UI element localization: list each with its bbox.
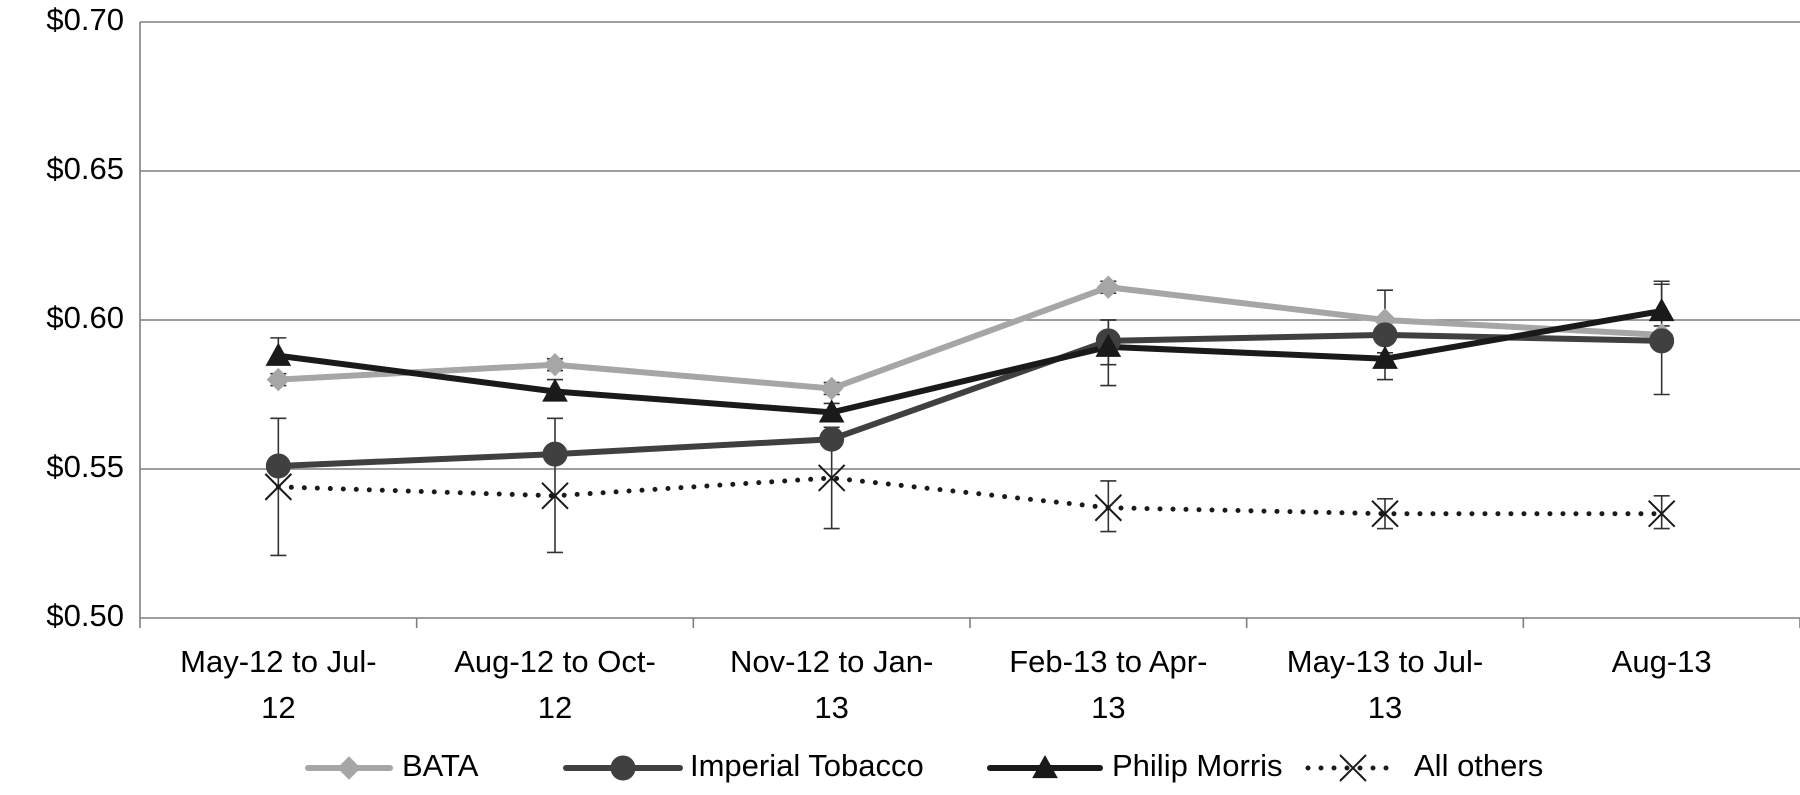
data-point-2 [1095,333,1122,357]
x-tick-label: 13 [814,690,848,725]
legend-label: Philip Morris [1112,748,1283,783]
data-point-3 [1371,499,1399,528]
legend-label: All others [1414,748,1543,783]
legend-swatch-marker [1032,754,1058,779]
data-point-0 [543,352,567,377]
series-line-2 [275,308,1665,416]
data-point-1 [542,441,568,467]
data-point-1 [265,453,291,479]
data-point-1 [1372,322,1398,348]
data-point-3 [817,464,846,492]
data-point-0 [1096,275,1121,299]
y-tick-label: $0.55 [46,449,124,484]
series-markers [264,275,1676,528]
y-tick-label: $0.65 [46,151,124,186]
data-point-2 [542,378,568,402]
x-tick-label: 12 [538,690,572,725]
data-point-1 [819,426,845,452]
data-point-1 [1649,328,1675,354]
x-tick-label: May-12 to Jul- [180,644,376,679]
data-point-2 [1372,345,1398,369]
x-tick-label: 12 [261,690,295,725]
x-tick-label: 13 [1091,690,1125,725]
legend-swatch-marker [610,755,636,781]
x-tick-label: May-13 to Jul- [1287,644,1483,679]
y-tick-label: $0.70 [46,2,124,37]
gridlines [140,21,1800,470]
legend: BATA Imperial Tobacco Philip Morris All oth… [305,748,1543,783]
x-tick-label: Aug-12 to Oct- [454,644,656,679]
legend-item: Imperial Tobacco [563,748,924,783]
data-point-3 [264,473,293,501]
series-line-0 [275,284,1665,392]
legend-item: Philip Morris [987,748,1283,783]
y-tick-label: $0.60 [46,300,124,335]
legend-item: BATA [305,748,479,783]
y-tick-label: $0.50 [46,598,124,633]
data-point-3 [1647,499,1676,528]
legend-label: BATA [402,748,479,783]
data-point-2 [1648,298,1675,322]
legend-swatch-marker [337,756,361,780]
legend-swatch-marker [1339,754,1367,782]
data-point-0 [819,376,844,401]
series-line-1 [275,331,1665,470]
x-tick-label: 13 [1368,690,1402,725]
x-tick-label: Nov-12 to Jan- [730,644,933,679]
x-tick-label: Feb-13 to Apr- [1009,644,1207,679]
data-point-2 [265,342,292,366]
y-axis-tick-labels: $0.50 $0.55 $0.60 $0.65 $0.70 [46,2,124,633]
data-point-0 [266,367,291,392]
data-point-3 [541,482,569,510]
data-point-3 [1094,494,1123,522]
legend-label: Imperial Tobacco [690,748,924,783]
legend-item: All others [1305,748,1543,783]
series-line-3 [275,475,1665,517]
x-tick-label: Aug-13 [1612,644,1712,679]
x-axis-tick-labels: May-12 to Jul- 12 Aug-12 to Oct- 12 Nov-12 t… [180,644,1712,725]
data-point-2 [818,399,845,423]
axes [139,22,1800,628]
series-lines [275,284,1665,517]
